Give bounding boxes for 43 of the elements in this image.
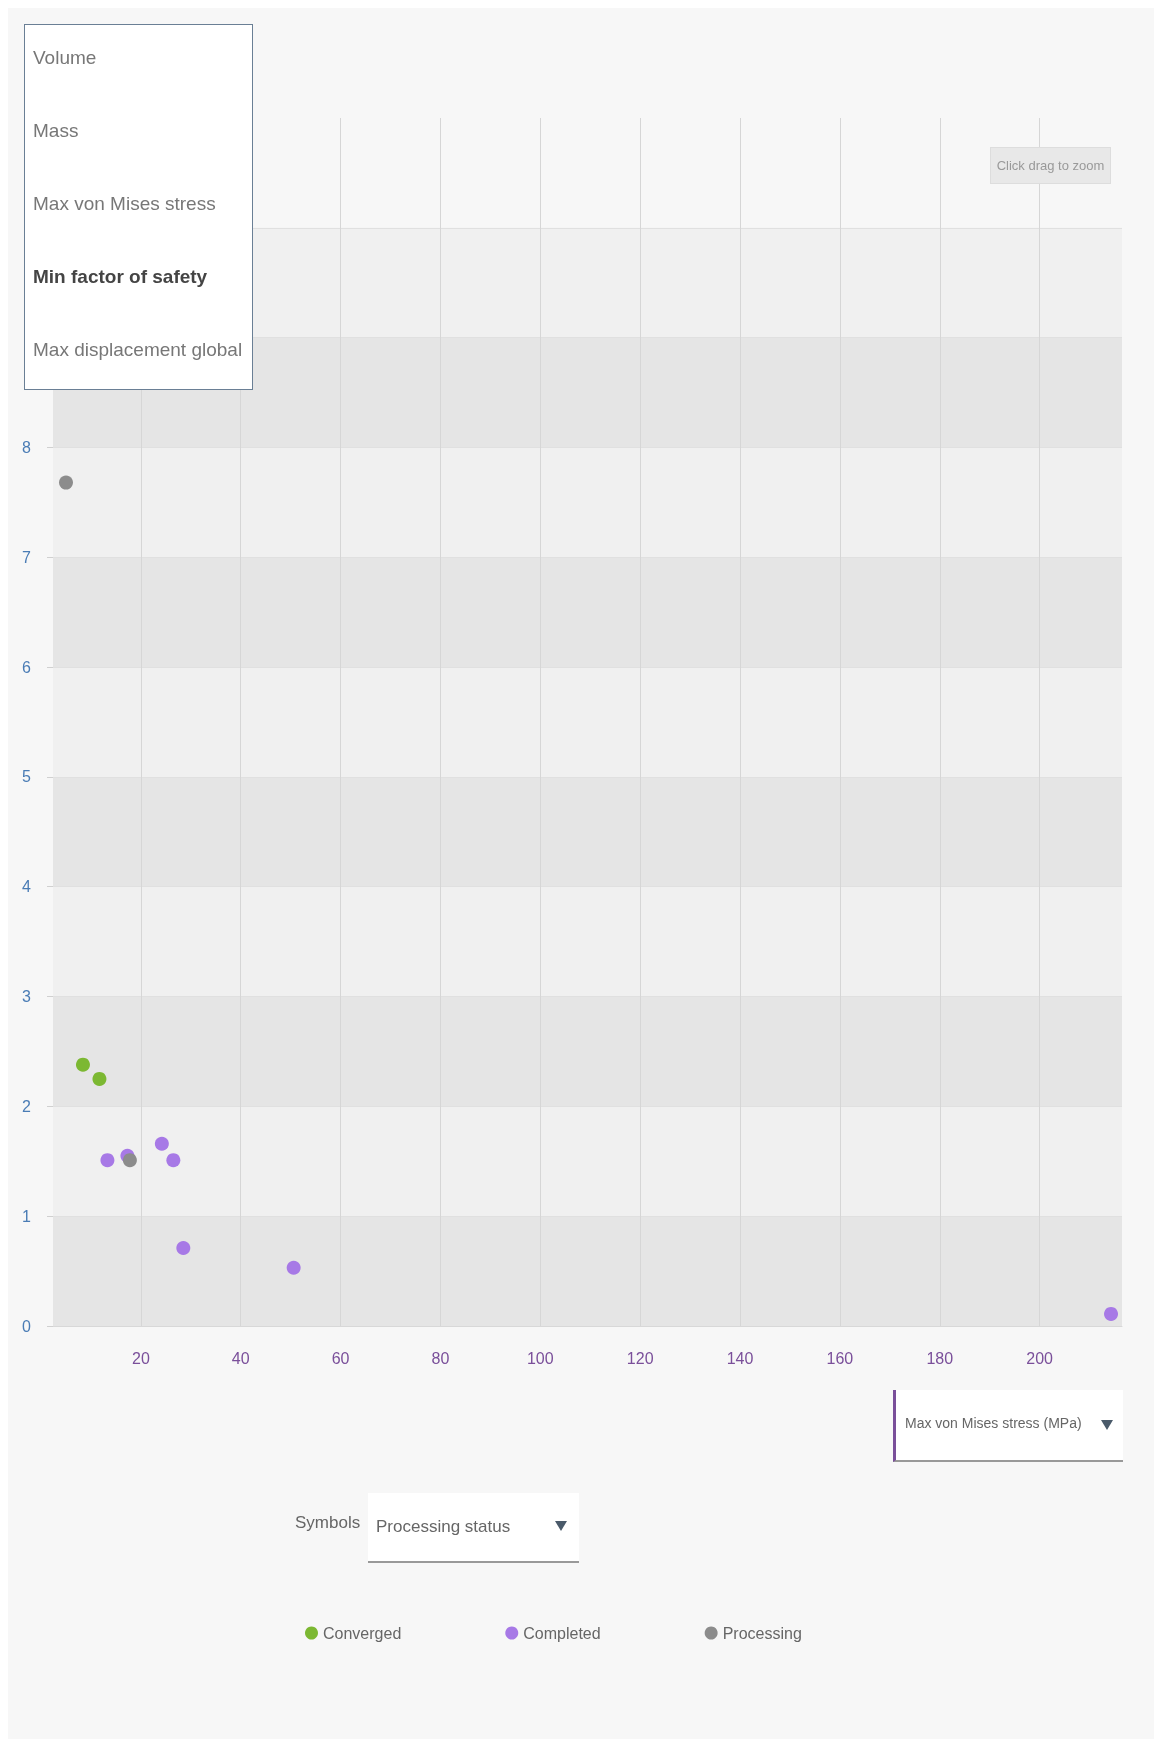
x-tick-label: 140: [726, 1349, 754, 1367]
point: [122, 1153, 137, 1168]
annotation: Mass: [33, 120, 79, 142]
point: [1104, 1306, 1119, 1321]
x-tick-label: 80: [431, 1349, 450, 1367]
dropdown-field: Processing status: [368, 1493, 579, 1563]
x-axis-title: Max von Mises stress (MPa): [905, 1415, 1082, 1431]
point: [75, 1057, 90, 1072]
point: [100, 1153, 115, 1168]
point: [176, 1241, 191, 1256]
point: [92, 1071, 107, 1086]
y-axis-title: Min factor of safety: [33, 266, 208, 288]
x-tick-label: 120: [626, 1349, 654, 1367]
y-tick-label: 7: [22, 548, 32, 566]
point: [286, 1260, 301, 1275]
dropdown-field: Max von Mises stress (MPa): [893, 1390, 1123, 1462]
y-tick-label: 0: [22, 1317, 32, 1335]
legend-label: Converged: [323, 1624, 402, 1642]
y-tick-label: 4: [22, 878, 32, 896]
x-tick-label: 20: [131, 1349, 150, 1367]
y-tick-label: 3: [22, 988, 32, 1006]
point: [154, 1136, 169, 1151]
annotation: Max von Mises stress: [33, 193, 216, 215]
point: [166, 1153, 181, 1168]
text: Symbols: [295, 1513, 361, 1533]
annotation: Max displacement global: [33, 339, 243, 361]
y-tick-label: 2: [22, 1097, 32, 1115]
y-tick-label: 8: [22, 438, 32, 456]
x-tick-label: 40: [231, 1349, 250, 1367]
legend-label: Processing: [722, 1624, 802, 1642]
x-tick-label: 60: [331, 1349, 350, 1367]
text: Volume: [33, 47, 97, 68]
x-tick-label: 100: [526, 1349, 554, 1367]
x-tick-label: 160: [826, 1349, 854, 1367]
y-tick-label: 1: [22, 1207, 32, 1225]
legend-label: Completed: [523, 1624, 601, 1642]
y-tick-label: 5: [22, 768, 32, 786]
annotation: Click drag to zoom: [990, 147, 1111, 184]
point: [59, 475, 73, 490]
y-tick-label: 6: [22, 658, 32, 676]
legend-title: Processing status: [376, 1517, 511, 1537]
x-tick-label: 200: [1026, 1349, 1054, 1367]
x-tick-label: 180: [926, 1349, 954, 1367]
